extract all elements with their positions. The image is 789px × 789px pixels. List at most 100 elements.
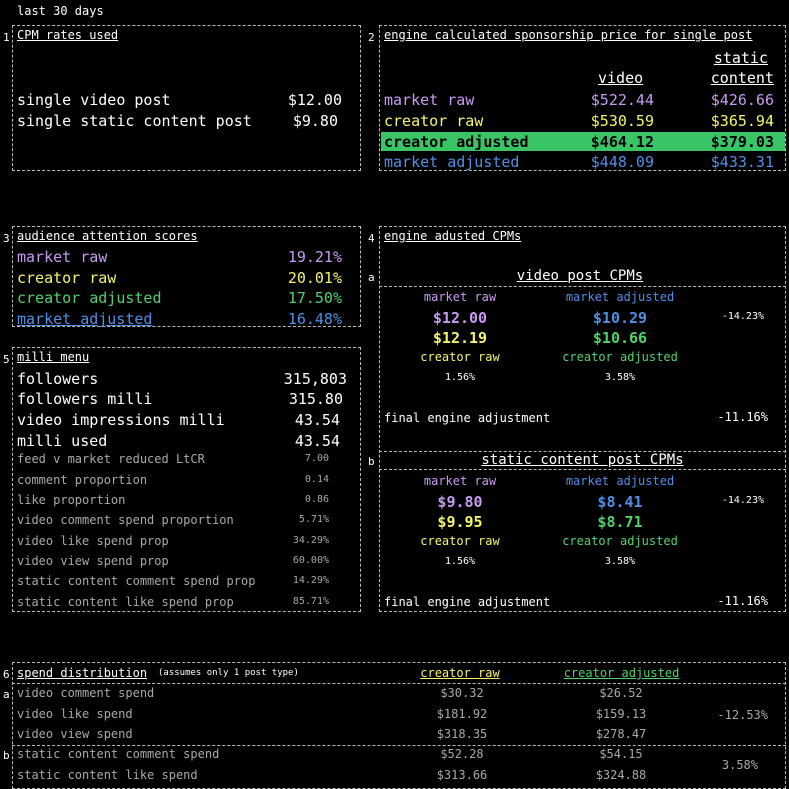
attention-creator-raw-label: creator raw [17,269,117,287]
milli-followers-value: 315,803 [283,370,347,388]
col-static-header-line2: content [710,69,774,87]
engine-static-title: static content post CPMs [481,452,684,468]
spend-row-label: video comment spend [17,686,155,700]
engine-video-creator-adj-value: $10.66 [592,329,648,347]
milli-sub-label: video comment spend proportion [17,513,234,527]
sponsor-market-raw-label: market raw [384,91,475,109]
attention-market-adj-label: market adjusted [17,310,153,328]
milli-sub-label: video view spend prop [17,554,169,568]
spend-row-label: static content like spend [17,768,198,782]
cpm-static-label: single static content post [17,112,252,130]
cpm-rates-panel [12,25,361,171]
section-number-5: 5 [3,353,10,366]
engine-video-market-raw-value: $12.00 [432,309,488,327]
engine-title: engine adusted CPMs [384,229,522,243]
milli-sub-value: 14.29% [292,575,329,586]
engine-static-market-raw-label: market raw [423,474,497,488]
spend-row-creator-adj: $26.52 [599,686,643,700]
sponsor-creator-raw-static: $365.94 [710,112,774,130]
spend-row-creator-adj: $324.88 [595,768,647,782]
engine-static-market-adj-value: $8.41 [597,493,643,511]
engine-static-market-diff: -14.23% [721,495,764,506]
spend-title: spend distribution [17,666,148,680]
milli-sub-value: 0.14 [304,474,329,485]
milli-followers-label: followers [17,370,99,388]
cpm-static-value: $9.80 [292,112,338,130]
col-static-header-line1: static [713,49,768,67]
sponsorship-title: engine calculated sponsorship price for … [384,28,753,42]
milli-title: milli menu [17,350,90,364]
spend-row-creator-raw: $30.32 [440,686,484,700]
spend-row-creator-raw: $181.92 [436,707,488,721]
engine-video-creator-raw-label: creator raw [420,350,500,364]
spend-static-diff: 3.58% [721,758,758,772]
spend-note: (assumes only 1 post type) [158,668,299,678]
engine-static-creator-adj-label: creator adjusted [562,534,678,548]
engine-video-market-raw-label: market raw [423,290,497,304]
section-number-3: 3 [3,232,10,245]
spend-row-label: static content comment spend [17,747,220,761]
milli-used-label: milli used [17,432,108,450]
section-number-2: 2 [368,31,375,44]
spend-video-diff: -12.53% [717,708,768,722]
section-number-4: 4 [368,232,375,245]
engine-static-creator-raw-pct: 1.56% [444,556,476,567]
spend-col-creator-adj: creator adjusted [563,666,680,680]
spend-row-label: video view spend [17,727,133,741]
spend-row-creator-raw: $318.35 [436,727,488,741]
milli-sub-label: static content like spend prop [17,595,234,609]
spend-row-creator-raw: $313.66 [436,768,488,782]
milli-sub-label: static content comment spend prop [17,574,256,588]
engine-video-market-adj-label: market adjusted [565,290,675,304]
milli-video-impressions-value: 43.54 [294,411,340,429]
sponsor-market-adj-static: $433.31 [710,153,774,171]
engine-static-market-adj-label: market adjusted [565,474,675,488]
engine-panel [379,226,786,612]
milli-sub-value: 34.29% [292,535,329,546]
milli-sub-label: feed v market reduced LtCR [17,452,205,466]
spend-row-creator-adj: $159.13 [595,707,647,721]
cpm-rates-title: CPM rates used [17,28,119,42]
sponsor-creator-adj-video: $464.12 [590,133,654,151]
engine-static-creator-raw-value: $9.95 [437,513,483,531]
section-number-1: 1 [3,31,10,44]
attention-creator-adj-value: 17.50% [287,289,342,307]
engine-video-creator-adj-pct: 3.58% [604,372,636,383]
milli-sub-value: 85.71% [292,596,329,607]
attention-market-raw-value: 19.21% [287,248,342,266]
engine-static-letter: b [368,455,375,468]
spend-static-divider [12,745,786,746]
engine-video-market-adj-value: $10.29 [592,309,648,327]
spend-static-letter: b [3,749,10,762]
spend-video-letter: a [3,688,10,701]
sponsorship-panel [379,25,786,171]
section-number-6: 6 [3,668,10,681]
engine-video-creator-adj-label: creator adjusted [562,350,678,364]
spend-row-creator-adj: $278.47 [595,727,647,741]
engine-static-creator-adj-value: $8.71 [597,513,643,531]
milli-video-impressions-label: video impressions milli [17,411,225,429]
milli-sub-label: comment proportion [17,473,148,487]
milli-followers-milli-label: followers milli [17,390,153,408]
engine-static-creator-raw-label: creator raw [420,534,500,548]
spend-row-creator-adj: $54.15 [599,747,643,761]
spend-row-label: video like spend [17,707,133,721]
engine-video-divider [379,286,786,287]
attention-market-raw-label: market raw [17,248,108,266]
sponsor-creator-raw-video: $530.59 [590,112,654,130]
engine-video-letter: a [368,271,375,284]
attention-panel [12,226,361,327]
milli-sub-label: video like spend prop [17,534,169,548]
spend-row-creator-raw: $52.28 [440,747,484,761]
milli-followers-milli-value: 315.80 [288,390,343,408]
engine-video-creator-raw-value: $12.19 [432,329,488,347]
engine-static-creator-adj-pct: 3.58% [604,556,636,567]
engine-video-final-label: final engine adjustment [384,411,551,425]
engine-static-market-raw-value: $9.80 [437,493,483,511]
engine-video-creator-raw-pct: 1.56% [444,372,476,383]
sponsor-creator-raw-label: creator raw [384,112,484,130]
milli-panel [12,347,361,612]
spend-header-divider [12,683,786,684]
creator-adjusted-highlight [381,132,785,151]
period-label: last 30 days [17,4,104,18]
